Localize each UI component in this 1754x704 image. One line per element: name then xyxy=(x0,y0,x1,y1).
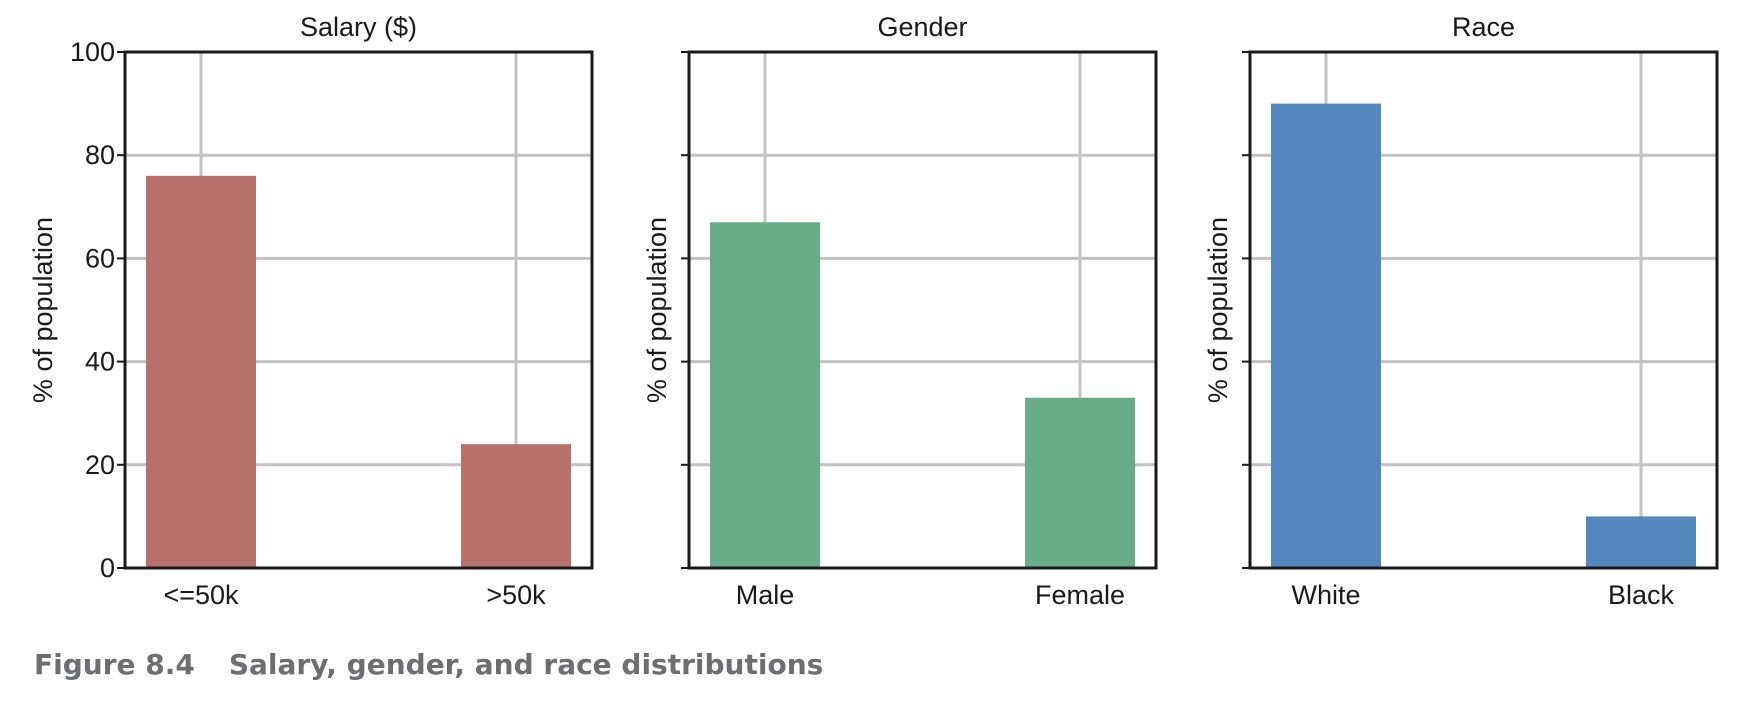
y-axis-label: % of population xyxy=(28,217,58,403)
chart-panel-2: Male Female Gender % of population xyxy=(642,12,1158,610)
figure-caption-text: Salary, gender, and race distributions xyxy=(228,648,824,681)
y-tick-label: 40 xyxy=(85,347,115,377)
bar-white xyxy=(1271,103,1381,568)
y-tick-label: 100 xyxy=(70,37,115,67)
chart-title: Race xyxy=(1452,12,1515,42)
chart-title: Gender xyxy=(877,12,967,42)
figure-caption: Figure 8.4 Salary, gender, and race distr… xyxy=(34,648,823,681)
plot-frame xyxy=(1248,50,1719,570)
x-tick-label: Male xyxy=(736,580,795,610)
bar--50k xyxy=(461,444,571,568)
bar-male xyxy=(710,222,820,568)
x-tick-label: >50k xyxy=(486,580,546,610)
x-tick-label: White xyxy=(1291,580,1360,610)
x-tick-label: Female xyxy=(1035,580,1125,610)
chart-title: Salary ($) xyxy=(300,12,417,42)
y-axis-label: % of population xyxy=(642,217,672,403)
chart-panel-1: 0 20 40 60 80 100 <=50k >50k Salary ($) % of popu… xyxy=(28,12,594,610)
y-tick-label: 20 xyxy=(85,450,115,480)
bar-black xyxy=(1586,516,1696,568)
y-tick-label: 0 xyxy=(100,553,115,583)
plot-frame xyxy=(123,50,594,570)
figure-charts: 0 20 40 60 80 100 <=50k >50k Salary ($) % of popu… xyxy=(28,12,1719,610)
y-axis-label: % of population xyxy=(1203,217,1233,403)
chart-panel-3: White Black Race % of population xyxy=(1203,12,1719,610)
bar--50k xyxy=(146,175,256,568)
y-tick-label: 80 xyxy=(85,140,115,170)
y-tick-label: 60 xyxy=(85,243,115,273)
plot-frame xyxy=(687,50,1158,570)
x-tick-label: <=50k xyxy=(163,580,239,610)
bar-female xyxy=(1025,397,1135,568)
x-tick-label: Black xyxy=(1608,580,1675,610)
figure-number: Figure 8.4 xyxy=(34,648,195,681)
